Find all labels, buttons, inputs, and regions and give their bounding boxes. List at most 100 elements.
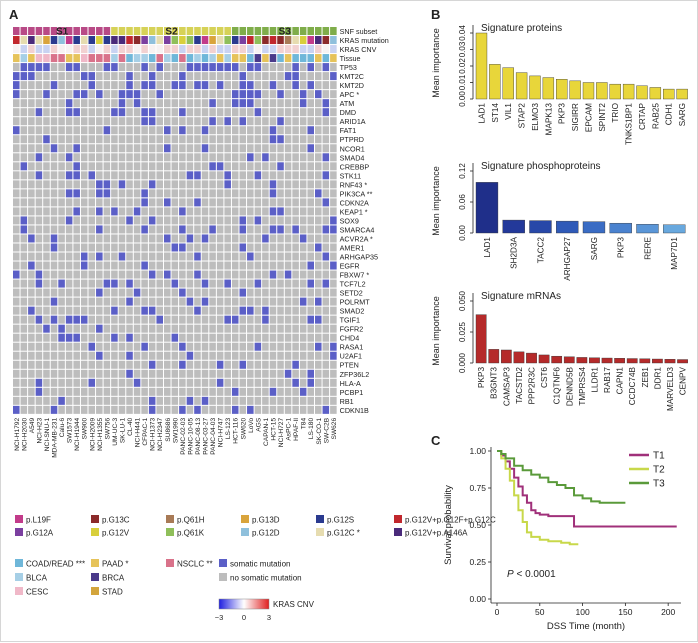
oncoprint-cell — [330, 387, 337, 396]
oncoprint-cell — [201, 207, 209, 216]
oncoprint-cell — [118, 27, 126, 36]
oncoprint-cell — [194, 171, 201, 180]
oncoprint-cell — [307, 126, 314, 135]
oncoprint-cell — [111, 126, 118, 135]
oncoprint-cell — [111, 351, 118, 360]
oncoprint-cell — [43, 342, 50, 351]
oncoprint-cell — [171, 297, 179, 306]
oncoprint-cell — [133, 180, 141, 189]
oncoprint-cell — [103, 126, 111, 135]
bar-label: SARG — [590, 237, 599, 260]
y-tick-label: 1.00 — [469, 446, 486, 456]
oncoprint-cell — [292, 81, 299, 90]
row-label: CHD4 — [340, 334, 360, 343]
oncoprint-cell — [194, 315, 201, 324]
oncoprint-cell — [126, 333, 133, 342]
oncoprint-cell — [262, 270, 269, 279]
oncoprint-cell — [330, 207, 337, 216]
oncoprint-cell — [194, 216, 201, 225]
oncoprint-cell — [307, 396, 314, 405]
oncoprint-cell — [201, 252, 209, 261]
oncoprint-cell — [96, 387, 103, 396]
oncoprint-cell — [118, 63, 126, 72]
oncoprint-cell — [254, 126, 262, 135]
oncoprint-cell — [43, 396, 50, 405]
oncoprint-cell — [254, 306, 262, 315]
oncoprint-cell — [88, 72, 96, 81]
cell-line-label: SW-C2B — [323, 417, 330, 443]
oncoprint-cell — [201, 279, 209, 288]
oncoprint-cell — [111, 360, 118, 369]
oncoprint-cell — [73, 360, 80, 369]
oncoprint-cell — [224, 180, 231, 189]
oncoprint-cell — [179, 261, 186, 270]
oncoprint-cell — [73, 405, 80, 414]
oncoprint-cell — [330, 180, 337, 189]
bar — [526, 352, 537, 364]
oncoprint-cell — [133, 234, 141, 243]
oncoprint-cell — [73, 72, 80, 81]
oncoprint-cell — [269, 396, 277, 405]
legend-swatch — [241, 528, 249, 536]
oncoprint-cell — [201, 306, 209, 315]
oncoprint-cell — [141, 189, 148, 198]
cell-line-label: NCI-H727 — [278, 418, 285, 448]
oncoprint-cell — [65, 270, 73, 279]
cell-line-label: AsPC-1 — [286, 418, 293, 441]
y-tick-label: 0.06 — [458, 194, 467, 210]
oncoprint-cell — [80, 378, 88, 387]
oncoprint-cell — [80, 333, 88, 342]
oncoprint-cell — [224, 378, 231, 387]
oncoprint-cell — [330, 171, 337, 180]
oncoprint-cell — [179, 306, 186, 315]
cell-line-label: NCI-H1355 — [97, 418, 104, 451]
oncoprint-cell — [239, 45, 247, 54]
oncoprint-cell — [13, 117, 20, 126]
oncoprint-cell — [262, 135, 269, 144]
oncoprint-cell — [103, 198, 111, 207]
row-label: ARHGAP35 — [340, 253, 378, 262]
row-label: SNF subset — [340, 27, 378, 36]
oncoprint-cell — [50, 387, 58, 396]
bar — [489, 64, 501, 100]
oncoprint-cell — [118, 135, 126, 144]
legend-label: p.G13D — [252, 516, 280, 525]
oncoprint-cell — [307, 54, 314, 63]
oncoprint-cell — [103, 54, 111, 63]
legend-swatch — [91, 515, 99, 523]
oncoprint-cell — [292, 90, 299, 99]
oncoprint-cell — [330, 198, 337, 207]
oncoprint-cell — [186, 72, 194, 81]
oncoprint-cell — [80, 72, 88, 81]
oncoprint-cell — [299, 171, 307, 180]
oncoprint-cell — [284, 396, 292, 405]
oncoprint-cell — [330, 216, 337, 225]
oncoprint-cell — [141, 243, 148, 252]
oncoprint-cell — [231, 369, 239, 378]
oncoprint-cell — [179, 360, 186, 369]
oncoprint-cell — [194, 234, 201, 243]
oncoprint-cell — [35, 36, 43, 45]
oncoprint-cell — [156, 225, 163, 234]
oncoprint-cell — [209, 288, 216, 297]
oncoprint-cell — [133, 81, 141, 90]
oncoprint-cell — [88, 90, 96, 99]
oncoprint-cell — [239, 369, 247, 378]
survival-legend-label: T3 — [653, 479, 665, 490]
bar — [542, 77, 555, 100]
oncoprint-cell — [43, 126, 50, 135]
oncoprint-cell — [171, 342, 179, 351]
oncoprint-cell — [171, 54, 179, 63]
oncoprint-cell — [80, 27, 88, 36]
oncoprint-cell — [126, 189, 133, 198]
oncoprint-cell — [164, 72, 171, 81]
oncoprint-cell — [50, 90, 58, 99]
bar — [596, 82, 608, 100]
oncoprint-cell — [65, 378, 73, 387]
oncoprint-cell — [50, 162, 58, 171]
oncoprint-cell — [141, 270, 148, 279]
oncoprint-cell — [96, 81, 103, 90]
oncoprint-cell — [254, 288, 262, 297]
oncoprint-cell — [73, 135, 80, 144]
oncoprint-cell — [96, 405, 103, 414]
